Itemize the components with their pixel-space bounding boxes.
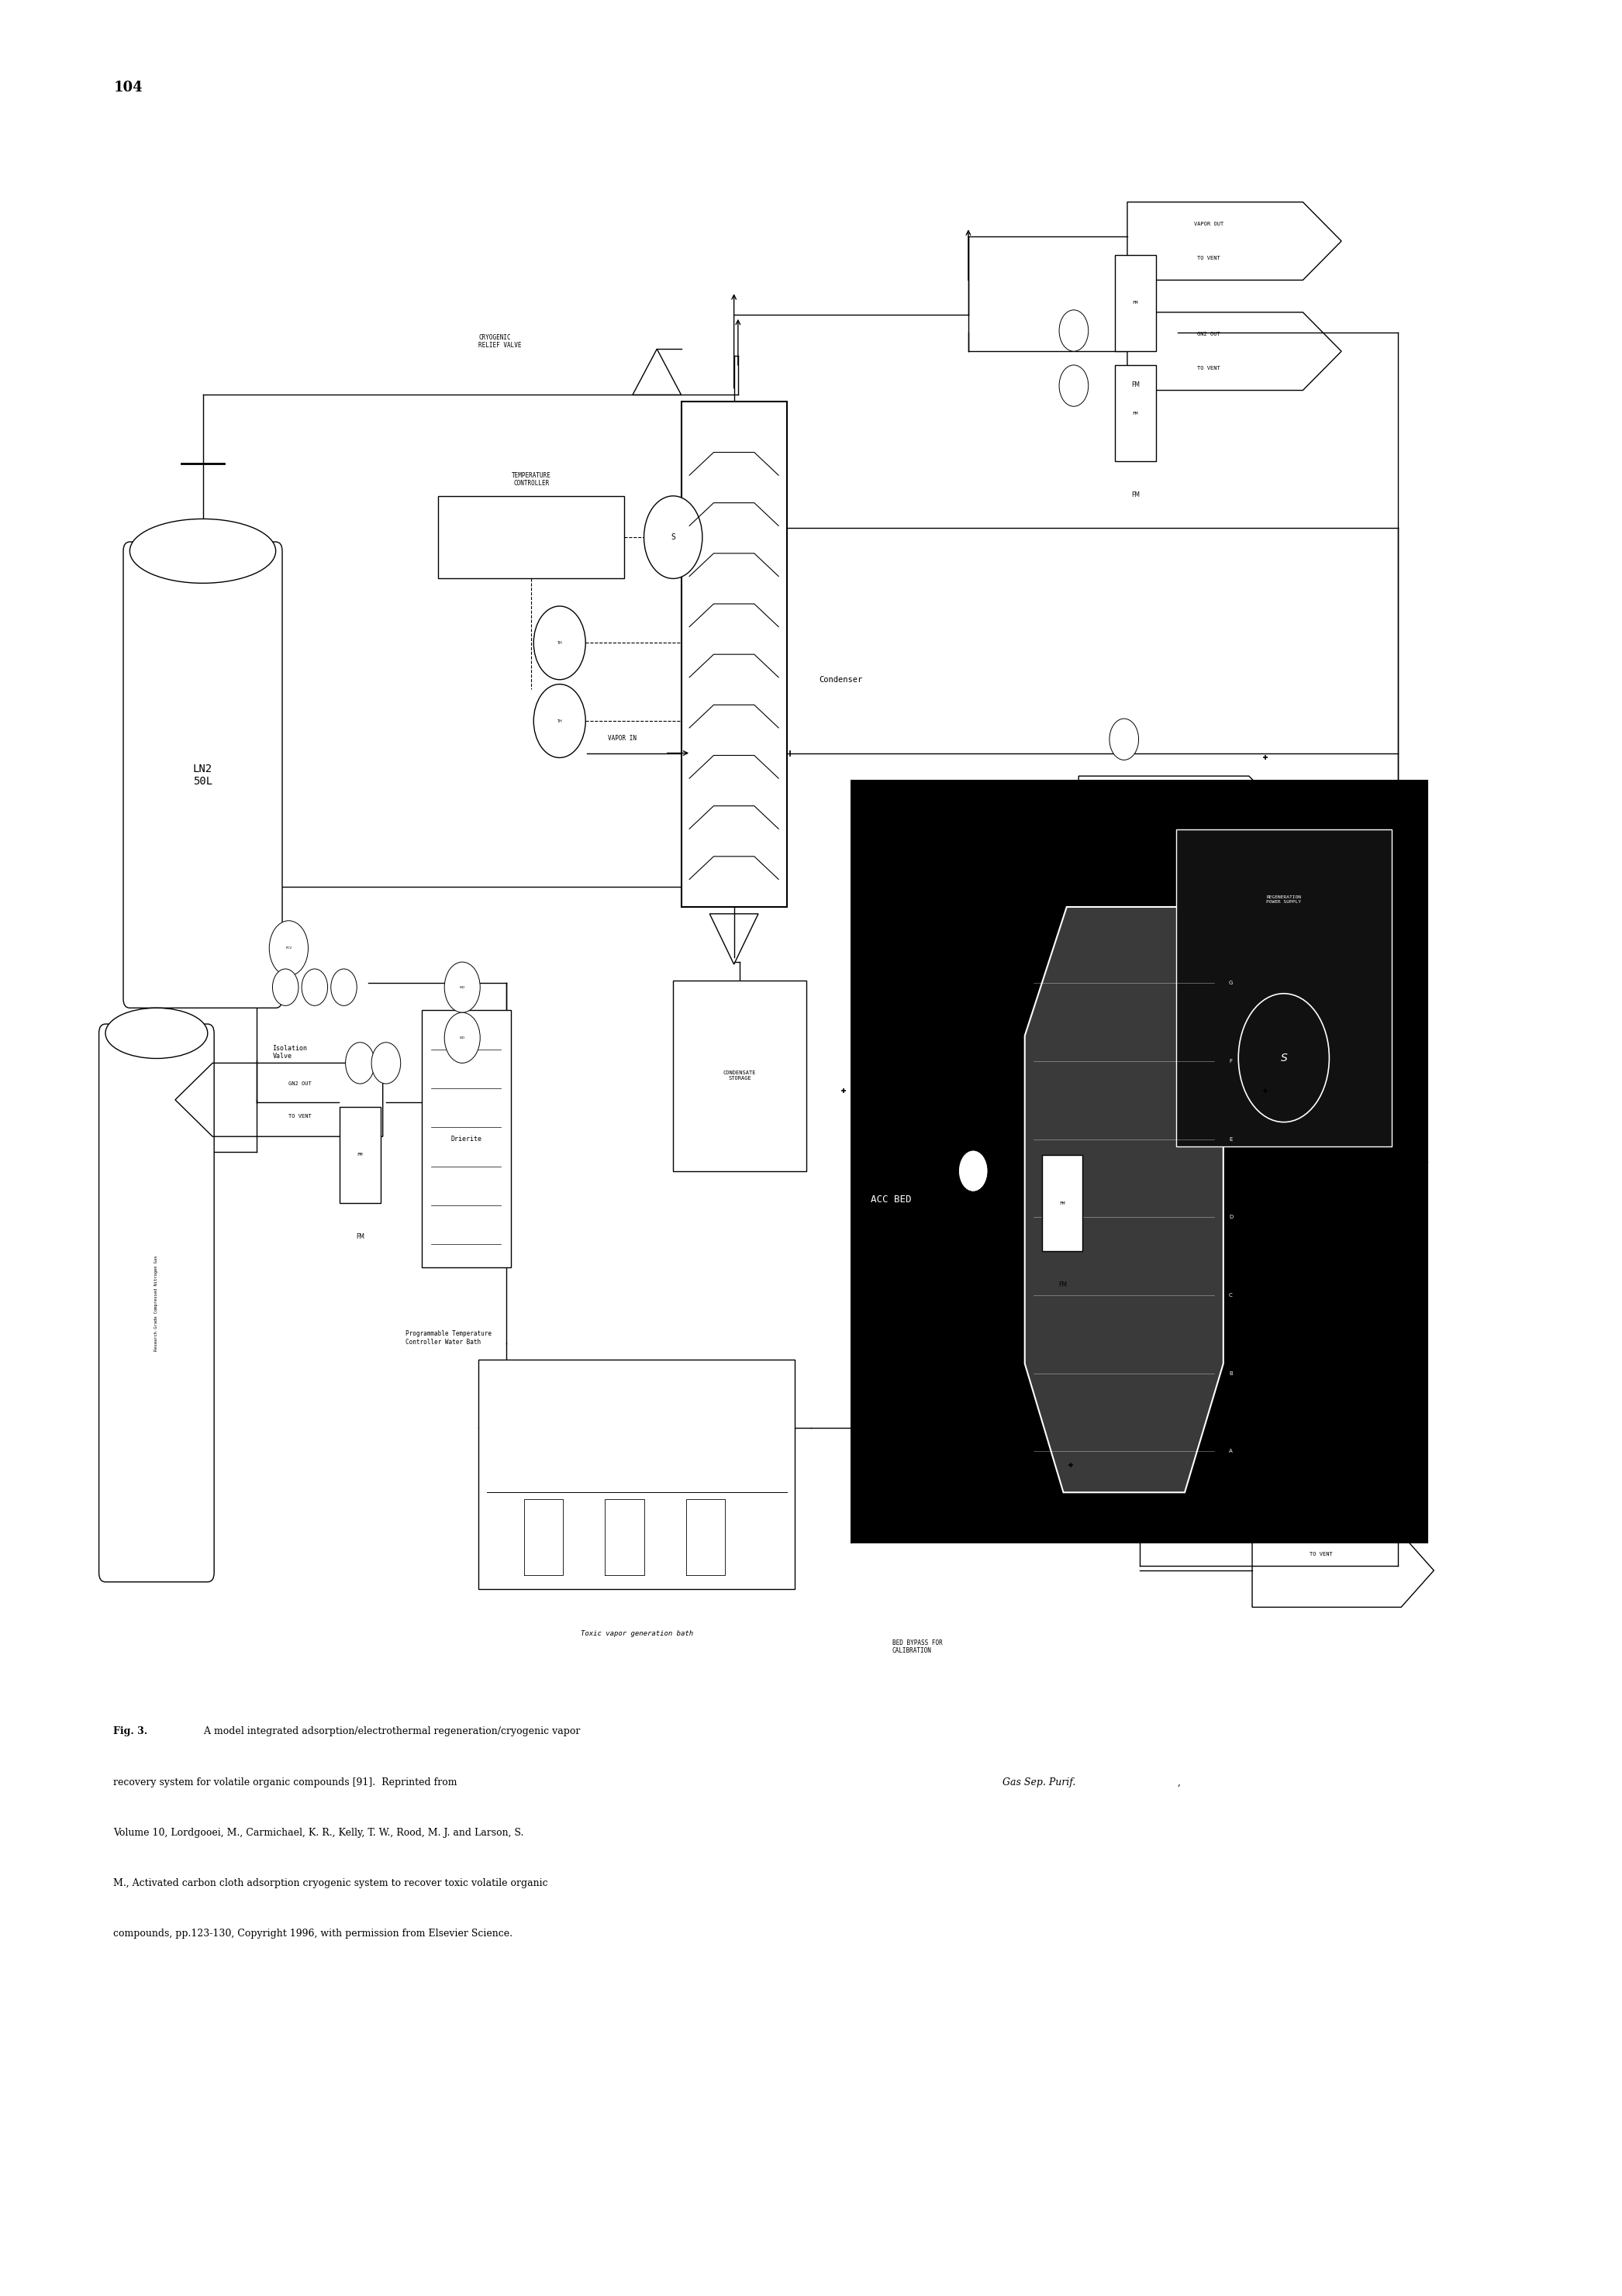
Text: A model integrated adsorption/electrothermal regeneration/cryogenic vapor: A model integrated adsorption/electrothe… [198, 1727, 581, 1736]
Text: ,: , [1178, 1777, 1181, 1786]
Text: TO VENT: TO VENT [1309, 1552, 1333, 1557]
Bar [673, 980, 806, 1171]
Text: FM: FM [1058, 1281, 1067, 1288]
Polygon shape [1025, 907, 1223, 1492]
Text: WO: WO [459, 1035, 466, 1040]
Bar [422, 1010, 511, 1267]
Text: D: D [1229, 1215, 1233, 1219]
Text: TH: TH [556, 719, 563, 723]
Circle shape [345, 1042, 375, 1084]
Text: TO VENT: TO VENT [1197, 365, 1220, 370]
Text: C: C [1229, 1293, 1233, 1297]
Text: Volume 10, Lordgooei, M., Carmichael, K. R., Kelly, T. W., Rood, M. J. and Larso: Volume 10, Lordgooei, M., Carmichael, K.… [114, 1828, 524, 1837]
Text: GN2 OUT: GN2 OUT [1197, 333, 1220, 338]
Text: E: E [1229, 1137, 1233, 1141]
Text: S: S [1280, 1052, 1288, 1063]
Bar [852, 781, 1427, 1543]
Text: FM: FM [1132, 301, 1139, 305]
Ellipse shape [105, 1008, 208, 1058]
Circle shape [959, 1150, 988, 1192]
Text: GN2 OUT: GN2 OUT [289, 1081, 311, 1086]
Text: CRYOGENIC
RELIEF VALVE: CRYOGENIC RELIEF VALVE [478, 333, 522, 349]
Bar [1116, 365, 1155, 461]
Text: TEMPERATURE
CONTROLLER: TEMPERATURE CONTROLLER [511, 471, 551, 487]
Bar [341, 1107, 380, 1203]
Bar [1176, 829, 1392, 1146]
Circle shape [1059, 310, 1088, 351]
Text: FM: FM [1132, 411, 1139, 416]
Text: ACC BED: ACC BED [871, 1194, 912, 1205]
FancyBboxPatch shape [123, 542, 282, 1008]
Ellipse shape [130, 519, 276, 583]
Text: Programmable Temperature
Controller Water Bath: Programmable Temperature Controller Wate… [406, 1329, 491, 1345]
Text: GN2 OUT: GN2 OUT [1147, 794, 1169, 799]
Text: REGENERATION
POWER SUPPLY: REGENERATION POWER SUPPLY [1267, 895, 1301, 905]
Circle shape [534, 684, 586, 758]
Circle shape [444, 962, 480, 1013]
Text: Isolation
Valve: Isolation Valve [272, 1045, 308, 1061]
Text: A: A [1229, 1449, 1233, 1453]
Circle shape [1059, 365, 1088, 406]
Text: Gas Sep. Purif.: Gas Sep. Purif. [1002, 1777, 1075, 1786]
Text: FM: FM [1131, 491, 1140, 498]
Text: F: F [1229, 1058, 1233, 1063]
Text: VAPOR OUT: VAPOR OUT [1194, 223, 1223, 227]
Circle shape [644, 496, 702, 579]
Text: G: G [1229, 980, 1233, 985]
Text: TO VENT: TO VENT [1147, 827, 1169, 831]
Text: Condenser: Condenser [819, 675, 863, 684]
Text: VAPOR IN: VAPOR IN [608, 735, 637, 742]
Circle shape [269, 921, 308, 976]
FancyBboxPatch shape [99, 1024, 214, 1582]
Bar [681, 402, 787, 907]
Bar [1116, 255, 1155, 351]
Bar [1043, 1155, 1083, 1251]
Text: BED BYPASS FOR
CALIBRATION: BED BYPASS FOR CALIBRATION [892, 1639, 942, 1655]
Circle shape [444, 1013, 480, 1063]
Text: recovery system for volatile organic compounds [91].  Reprinted from: recovery system for volatile organic com… [114, 1777, 461, 1786]
Text: M., Activated carbon cloth adsorption cryogenic system to recover toxic volatile: M., Activated carbon cloth adsorption cr… [114, 1878, 548, 1887]
Text: Fig. 3.: Fig. 3. [114, 1727, 148, 1736]
Text: TO VENT: TO VENT [1197, 255, 1220, 259]
Text: CONDENSATE
STORAGE: CONDENSATE STORAGE [723, 1070, 756, 1081]
Text: TH: TH [556, 641, 563, 645]
Text: compounds, pp.123-130, Copyright 1996, with permission from Elsevier Science.: compounds, pp.123-130, Copyright 1996, w… [114, 1929, 513, 1938]
Circle shape [302, 969, 328, 1006]
Text: Toxic vapor generation bath: Toxic vapor generation bath [581, 1630, 693, 1637]
Text: FM: FM [357, 1153, 363, 1157]
Circle shape [1239, 994, 1330, 1123]
Text: Research Grade Compressed Nitrogen Gas: Research Grade Compressed Nitrogen Gas [154, 1256, 159, 1350]
Text: FM: FM [1131, 381, 1140, 388]
Text: Drierite: Drierite [451, 1134, 482, 1143]
Text: TO VENT: TO VENT [289, 1114, 311, 1118]
Text: B: B [1229, 1371, 1233, 1375]
Circle shape [1109, 719, 1139, 760]
Circle shape [371, 1042, 401, 1084]
Text: WO: WO [459, 985, 466, 990]
Text: LN2
50L: LN2 50L [193, 762, 212, 788]
Text: PCV: PCV [285, 946, 292, 951]
Text: FM: FM [1059, 1201, 1066, 1205]
Text: 104: 104 [114, 80, 143, 94]
Bar [438, 496, 624, 579]
Text: S: S [672, 533, 675, 542]
Circle shape [331, 969, 357, 1006]
Circle shape [272, 969, 298, 1006]
Circle shape [534, 606, 586, 680]
Text: FM: FM [355, 1233, 365, 1240]
Bar [478, 1359, 795, 1589]
